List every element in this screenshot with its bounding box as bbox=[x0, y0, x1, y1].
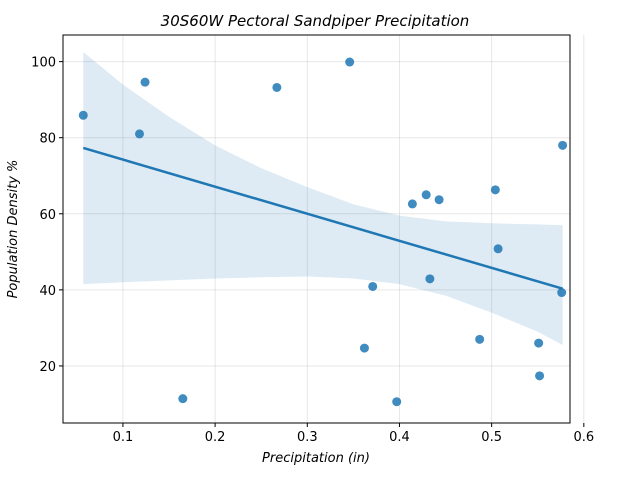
data-point bbox=[78, 110, 88, 120]
scatter-points bbox=[78, 57, 568, 407]
data-point bbox=[434, 195, 444, 205]
data-point bbox=[392, 397, 402, 407]
regression-line-layer bbox=[82, 146, 563, 290]
data-point bbox=[368, 281, 378, 291]
data-point bbox=[493, 244, 503, 254]
data-point bbox=[140, 77, 150, 87]
chart-title: 30S60W Pectoral Sandpiper Precipitation bbox=[161, 12, 470, 30]
y-tick-label: 100 bbox=[31, 56, 56, 71]
y-axis-ticks: 20 40 60 80 100 bbox=[31, 56, 63, 375]
data-point bbox=[272, 82, 282, 92]
data-point bbox=[425, 274, 435, 284]
data-point bbox=[345, 57, 355, 67]
x-axis-ticks: 0.1 0.2 0.3 0.4 0.5 0.6 bbox=[113, 423, 594, 445]
y-tick-label: 60 bbox=[39, 208, 56, 223]
data-point bbox=[135, 129, 145, 139]
x-tick-label: 0.2 bbox=[205, 430, 226, 445]
grid bbox=[63, 35, 585, 423]
data-point bbox=[558, 140, 568, 150]
y-tick-label: 80 bbox=[39, 132, 56, 147]
data-point bbox=[407, 199, 417, 209]
x-tick-label: 0.4 bbox=[389, 430, 410, 445]
data-point bbox=[359, 343, 369, 353]
data-point bbox=[490, 185, 500, 195]
data-point bbox=[178, 394, 188, 404]
x-tick-label: 0.3 bbox=[297, 430, 318, 445]
y-tick-label: 20 bbox=[39, 360, 56, 375]
y-axis-label: Population Density % bbox=[6, 160, 21, 299]
plot-area-frame bbox=[62, 34, 571, 424]
data-point bbox=[534, 338, 544, 348]
x-tick-label: 0.1 bbox=[113, 430, 134, 445]
confidence-band bbox=[83, 52, 563, 346]
confidence-band-layer bbox=[83, 52, 563, 346]
x-tick-label: 0.5 bbox=[481, 430, 502, 445]
y-tick-label: 40 bbox=[39, 284, 56, 299]
data-point bbox=[557, 288, 567, 298]
data-point bbox=[421, 190, 431, 200]
data-point bbox=[475, 334, 485, 344]
data-point bbox=[535, 371, 545, 381]
x-tick-label: 0.6 bbox=[573, 430, 594, 445]
x-axis-label: Precipitation (in) bbox=[262, 451, 370, 466]
regression-line bbox=[82, 146, 563, 290]
